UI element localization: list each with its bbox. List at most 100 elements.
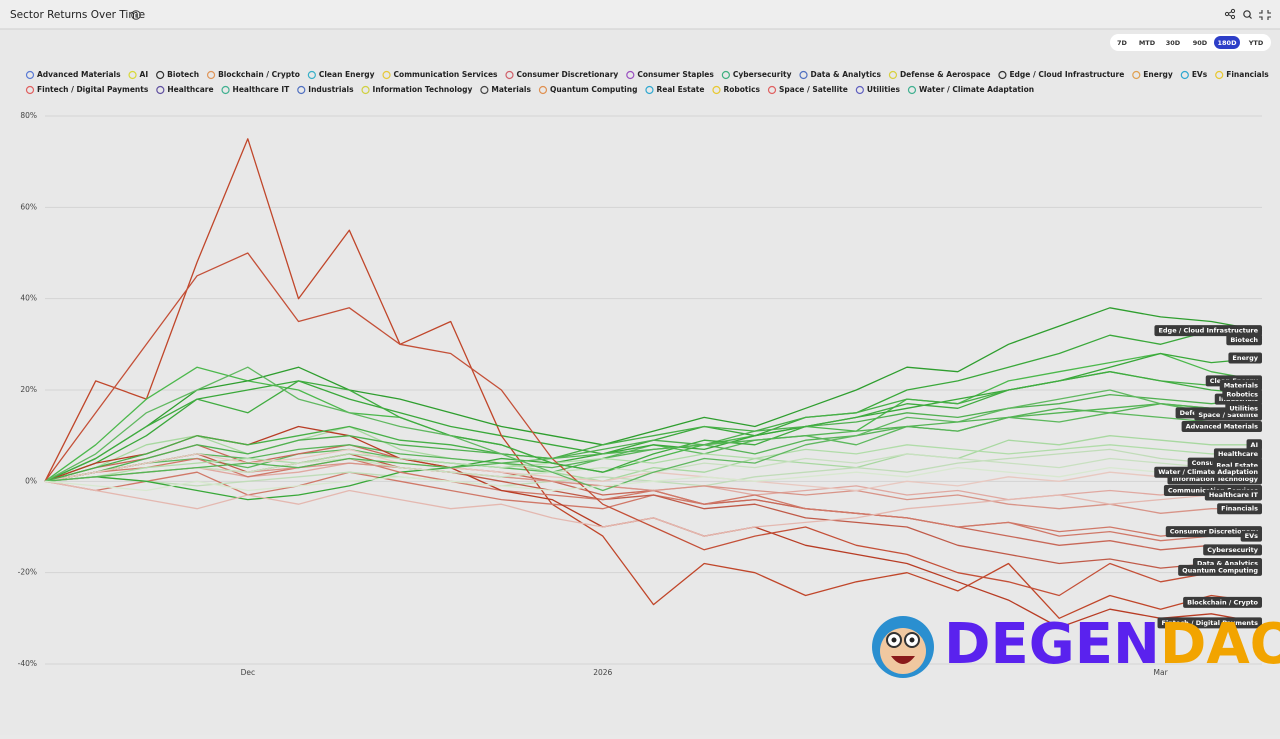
legend-marker — [1132, 70, 1141, 80]
legend-item[interactable]: Consumer Discretionary — [505, 70, 618, 80]
end-label-box — [1204, 489, 1262, 501]
legend-marker — [767, 85, 777, 95]
end-label: EVs — [1240, 530, 1262, 542]
legend-marker — [799, 70, 808, 80]
legend-item[interactable]: Consumer Staples — [626, 70, 715, 80]
end-label: Healthcare — [1213, 448, 1262, 460]
legend-item[interactable]: Cybersecurity — [721, 70, 792, 80]
legend-item[interactable]: Healthcare IT — [221, 85, 290, 95]
legend-item[interactable]: Defense & Aerospace — [888, 70, 990, 80]
legend-marker — [480, 85, 489, 95]
info-icon[interactable] — [131, 10, 141, 20]
share-icon[interactable] — [1224, 8, 1236, 20]
x-tick-label: 2026 — [593, 668, 612, 677]
legend-item[interactable]: EVs — [1180, 70, 1208, 80]
end-label-text: Quantum Computing — [1182, 566, 1258, 574]
end-label: Consumer Discretionary — [1165, 526, 1262, 538]
timeframe-button[interactable]: 180D — [1218, 39, 1238, 47]
watermark-left: DEGEN — [944, 612, 1160, 677]
end-label-text: Information Technology — [1171, 475, 1258, 483]
legend-marker — [297, 85, 306, 95]
timeframe-buttons: 7D MTD 30D 90D 180D YTD — [1117, 36, 1264, 49]
end-label-text: Healthcare IT — [1209, 491, 1259, 499]
series-line — [44, 138, 1263, 619]
legend-item[interactable]: Advanced Materials — [25, 70, 122, 80]
legend-item[interactable]: Information Technology — [361, 85, 473, 95]
x-tick-label: Dec — [241, 668, 256, 677]
series-line — [44, 366, 1263, 492]
end-label-box — [1246, 439, 1262, 451]
legend-item[interactable]: Financials — [1215, 70, 1270, 80]
watermark-logo — [872, 616, 934, 678]
legend-item[interactable]: Healthcare — [156, 85, 214, 95]
legend-marker — [538, 85, 548, 95]
y-tick-label: 40% — [20, 294, 37, 303]
end-label-text: Utilities — [1229, 404, 1258, 412]
legend-label: Robotics — [723, 85, 760, 94]
legend-item[interactable]: Data & Analytics — [799, 70, 881, 80]
legend-item[interactable]: Materials — [480, 85, 532, 95]
legend-marker — [206, 70, 216, 80]
legend-item[interactable]: Biotech — [156, 70, 199, 80]
legend-item[interactable]: AI — [128, 70, 149, 80]
timeframe-button[interactable]: 7D — [1117, 39, 1128, 47]
end-label: Utilities — [1225, 402, 1262, 414]
timeframe-switcher — [1110, 34, 1271, 51]
end-labels: Advanced Materials AI Biotech Blockchain / … — [1154, 325, 1262, 629]
x-tick-label: Mar — [1154, 668, 1169, 677]
end-label-text: Fintech / Digital Payments — [1162, 619, 1259, 627]
lines — [44, 138, 1263, 629]
end-label-box — [1213, 448, 1262, 460]
end-label-box — [1226, 334, 1262, 346]
end-label-text: Biotech — [1230, 336, 1258, 344]
legend-marker — [721, 70, 730, 80]
end-label-text: Cybersecurity — [1207, 546, 1259, 554]
end-label-text: Space / Satellite — [1198, 411, 1258, 419]
legend-label: AI — [140, 70, 149, 79]
legend-label: Cybersecurity — [733, 70, 792, 79]
end-label: Healthcare IT — [1204, 489, 1262, 501]
legend-item[interactable]: Utilities — [855, 85, 900, 95]
end-label-text: AI — [1251, 441, 1258, 449]
timeframe-button[interactable]: 30D — [1166, 39, 1181, 47]
series-line — [44, 393, 1263, 482]
legend-label: Clean Energy — [319, 70, 375, 79]
legend-item[interactable]: Energy — [1132, 70, 1173, 80]
search-icon[interactable] — [1243, 10, 1252, 19]
legend-item[interactable]: Industrials — [297, 85, 354, 95]
legend-item[interactable]: Water / Climate Adaptation — [907, 85, 1034, 95]
end-label-text: Healthcare — [1218, 450, 1259, 458]
legend-marker — [361, 85, 370, 95]
title: Sector Returns Over Time — [10, 9, 145, 21]
legend-item[interactable]: Fintech / Digital Payments — [25, 85, 149, 95]
legend-marker — [25, 85, 35, 95]
legend-item[interactable]: Quantum Computing — [538, 85, 637, 95]
legend-item[interactable]: Communication Services — [382, 70, 498, 80]
legend-marker — [626, 70, 635, 80]
legend-item[interactable]: Robotics — [712, 85, 761, 95]
legend-item[interactable]: Real Estate — [645, 85, 705, 95]
end-label: Energy — [1228, 352, 1262, 364]
end-label-text: Energy — [1232, 354, 1258, 362]
timeframe-button[interactable]: 90D — [1193, 39, 1208, 47]
timeframe-button[interactable]: YTD — [1248, 39, 1264, 47]
end-label-box — [1181, 421, 1262, 433]
legend-marker — [156, 85, 165, 95]
legend-item[interactable]: Space / Satellite — [767, 85, 848, 95]
end-label-box — [1154, 325, 1262, 337]
timeframe-active — [1214, 36, 1240, 49]
legend-label: Materials — [491, 85, 531, 94]
end-label: Fintech / Digital Payments — [1157, 617, 1262, 629]
timeframe-button[interactable]: MTD — [1139, 39, 1156, 47]
end-label-box — [1228, 352, 1262, 364]
legend-marker — [855, 85, 864, 95]
end-label-box — [1203, 544, 1262, 556]
legend-label: Energy — [1143, 70, 1173, 79]
collapse-icon[interactable] — [1259, 10, 1271, 20]
legend-item[interactable]: Clean Energy — [307, 70, 375, 80]
legend-marker — [221, 85, 230, 95]
legend-item[interactable]: Blockchain / Crypto — [206, 70, 300, 80]
legend-item[interactable]: Edge / Cloud Infrastructure — [998, 70, 1124, 80]
end-label: Blockchain / Crypto — [1183, 596, 1262, 608]
